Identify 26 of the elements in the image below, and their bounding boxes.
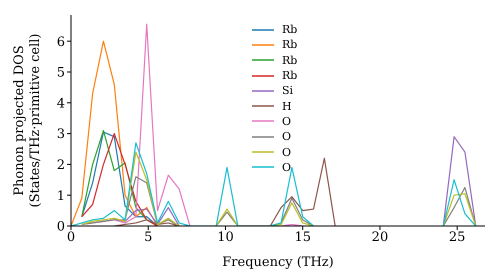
- legend-label: Rb: [282, 23, 298, 36]
- y-axis-title: Phonon projected DOS (States/THz·primitive cell): [12, 33, 43, 208]
- legend-label: O: [282, 160, 292, 174]
- legend-label: Si: [282, 84, 294, 98]
- x-tick-label: 20: [372, 230, 388, 246]
- y-tick-label: 0: [56, 220, 65, 235]
- y-tick-label: 2: [56, 158, 65, 174]
- x-tick-label: 25: [448, 230, 466, 246]
- legend-label: O: [282, 114, 292, 128]
- y-tick-label: 5: [56, 66, 65, 81]
- x-tick-label: 10: [217, 230, 234, 246]
- y-tick-label: 1: [56, 188, 65, 204]
- x-tick-label: 0: [66, 230, 76, 246]
- legend-label: H: [282, 100, 292, 113]
- y-tick-label: 3: [56, 127, 65, 142]
- legend-label: Rb: [282, 69, 298, 82]
- y-tick-label: 6: [56, 34, 65, 50]
- y-tick-label: 4: [56, 96, 65, 112]
- legend-label: Rb: [282, 54, 298, 67]
- legend-label: O: [282, 146, 292, 159]
- line-series: [71, 40, 158, 226]
- x-tick-label: 15: [294, 230, 311, 246]
- x-tick-label: 5: [144, 230, 152, 246]
- legend-label: Rb: [282, 38, 298, 52]
- legend-label: O: [282, 130, 292, 144]
- x-axis-title: Frequency (THz): [222, 255, 334, 270]
